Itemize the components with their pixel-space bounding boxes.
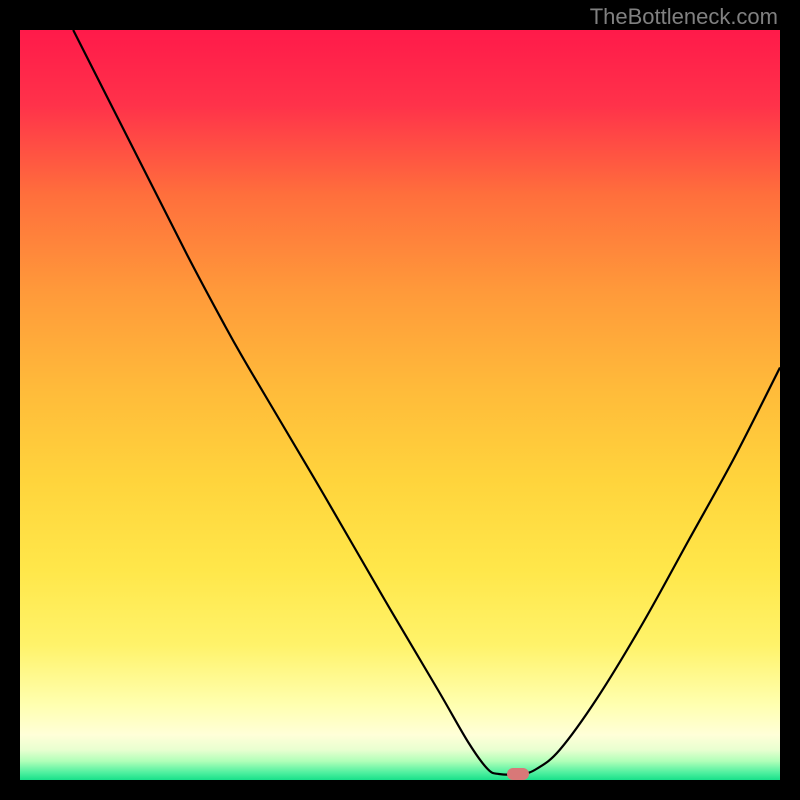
bottleneck-chart (20, 30, 780, 780)
watermark-text: TheBottleneck.com (590, 4, 778, 30)
curve-layer (20, 30, 780, 780)
optimal-marker (507, 768, 529, 780)
bottleneck-curve (73, 30, 780, 775)
